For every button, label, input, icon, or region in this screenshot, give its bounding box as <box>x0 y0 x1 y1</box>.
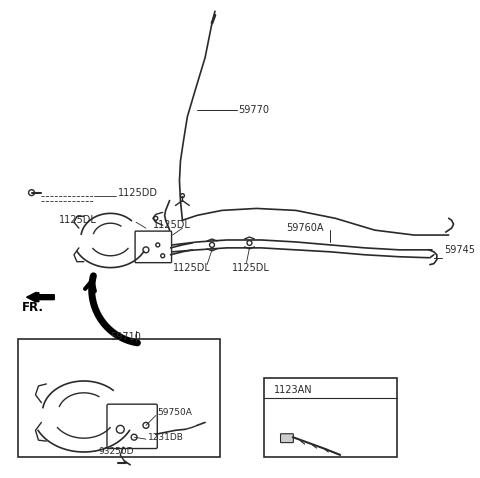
FancyBboxPatch shape <box>280 434 293 443</box>
Text: 1125DL: 1125DL <box>232 262 270 272</box>
Text: 59750A: 59750A <box>158 408 192 417</box>
Text: 1231DB: 1231DB <box>148 433 184 442</box>
Circle shape <box>180 194 184 197</box>
Text: 59710: 59710 <box>110 332 141 342</box>
Text: 1125DL: 1125DL <box>172 262 210 272</box>
Text: 59760A: 59760A <box>286 223 324 233</box>
Text: 1125DD: 1125DD <box>119 188 158 198</box>
Circle shape <box>143 423 149 428</box>
Text: 93250D: 93250D <box>98 447 134 456</box>
Circle shape <box>116 425 124 433</box>
FancyBboxPatch shape <box>135 231 171 263</box>
Text: FR.: FR. <box>22 301 44 314</box>
Circle shape <box>143 247 149 253</box>
Text: 1125DL: 1125DL <box>153 220 191 230</box>
Circle shape <box>247 240 252 245</box>
Circle shape <box>210 242 215 248</box>
FancyBboxPatch shape <box>107 404 157 448</box>
Circle shape <box>29 190 35 196</box>
Text: 1125DL: 1125DL <box>59 215 97 225</box>
FancyArrow shape <box>26 292 54 302</box>
Circle shape <box>161 254 165 258</box>
Circle shape <box>131 434 137 440</box>
Text: 1123AN: 1123AN <box>274 385 313 395</box>
Text: 59745: 59745 <box>444 245 475 255</box>
Circle shape <box>156 243 160 247</box>
Text: 59770: 59770 <box>239 105 270 115</box>
Circle shape <box>154 217 158 220</box>
Bar <box>264 378 397 457</box>
Bar <box>18 338 220 457</box>
